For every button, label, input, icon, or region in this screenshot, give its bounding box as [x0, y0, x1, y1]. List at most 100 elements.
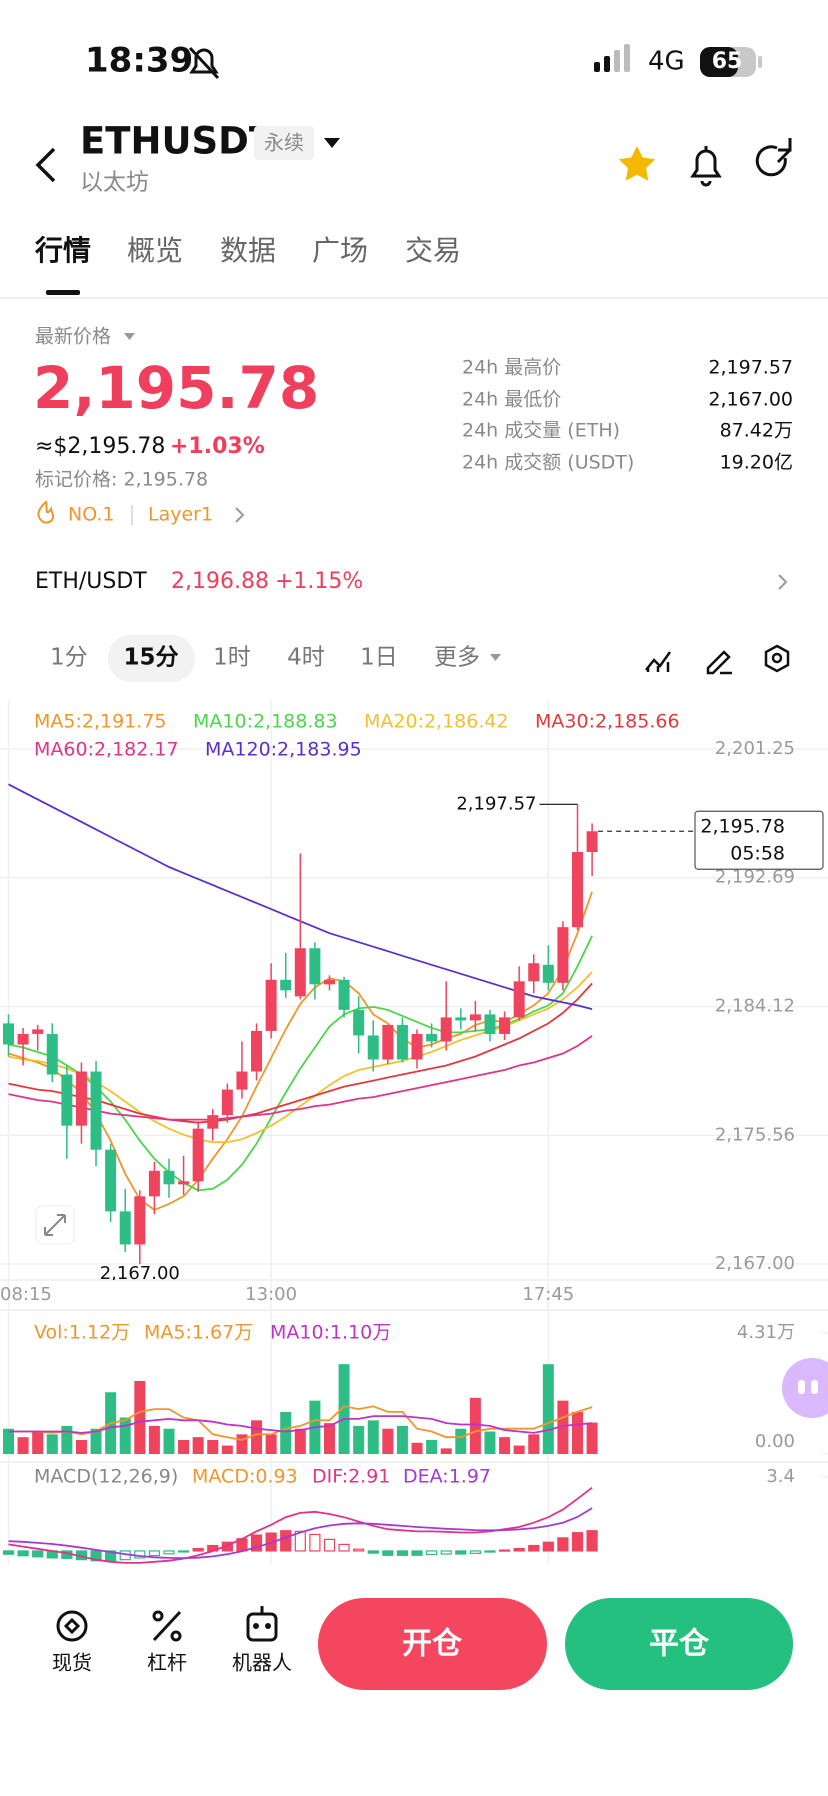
interval[interactable]: 1时: [213, 645, 251, 671]
macd-bar: [571, 1532, 584, 1552]
tab[interactable]: 交易: [405, 234, 461, 267]
draw-icon[interactable]: [706, 650, 732, 675]
macd-bar: [586, 1530, 598, 1552]
rank-icon: [37, 500, 55, 524]
tag-bg: [254, 126, 314, 160]
last-price-label: 2,195.78: [700, 816, 785, 838]
alert-bell[interactable]: [690, 146, 722, 187]
spot-icon[interactable]: [56, 1610, 88, 1642]
macd-bar: [513, 1547, 525, 1552]
macd-bar: [469, 1550, 481, 1554]
volume-bar: [338, 1364, 350, 1454]
volume-bar: [280, 1411, 292, 1454]
macd-bar: [528, 1544, 540, 1552]
macd-bar: [250, 1534, 263, 1552]
candle-body: [192, 1128, 204, 1182]
open-button[interactable]: [318, 1598, 547, 1690]
candle-body: [309, 948, 321, 985]
bot-icon[interactable]: [246, 1606, 278, 1642]
y-tick-label: 2,192.69: [715, 867, 795, 888]
close-button[interactable]: [565, 1598, 793, 1690]
interval[interactable]: 1分: [50, 645, 88, 671]
expand-icon[interactable]: [35, 1205, 75, 1245]
open-label[interactable]: 开仓: [402, 1627, 463, 1662]
price-grid: [0, 700, 828, 1564]
macd-bar: [2, 1550, 15, 1555]
contract-tag: 永续: [264, 131, 304, 155]
indicator-icon[interactable]: [645, 651, 672, 672]
y-tick-label: 3.4: [766, 1466, 795, 1487]
candle-body: [411, 1033, 423, 1060]
candle-body: [61, 1074, 73, 1126]
candle-body: [396, 1024, 408, 1060]
spot-pair[interactable]: ETH/USDT: [35, 569, 147, 594]
tool-label[interactable]: 杠杆: [147, 1651, 187, 1675]
macd-title: MACD(12,26,9): [34, 1466, 178, 1488]
legend-entry: MA30:2,185.66: [535, 711, 680, 733]
candle-body: [440, 1017, 452, 1042]
volume-bar: [499, 1437, 511, 1454]
tool-label[interactable]: 机器人: [232, 1651, 292, 1675]
tool-label[interactable]: 现货: [52, 1651, 92, 1675]
favorite-star[interactable]: [618, 146, 656, 181]
assistant-bubble[interactable]: [782, 1358, 828, 1418]
symbol-dropdown[interactable]: [324, 138, 340, 148]
volume-bar: [251, 1420, 263, 1454]
leverage-icon[interactable]: [152, 1610, 182, 1642]
legend-entry: DEA:1.97: [403, 1466, 491, 1488]
macd-bar: [455, 1550, 467, 1555]
tab[interactable]: 数据: [220, 234, 276, 267]
candle-body: [105, 1149, 117, 1212]
macd-bar: [367, 1550, 379, 1554]
volume-bar: [192, 1437, 204, 1454]
volume-bar: [484, 1431, 496, 1454]
macd-bar: [396, 1550, 409, 1556]
volume-bar: [572, 1411, 584, 1454]
interval-more[interactable]: 更多: [434, 645, 480, 671]
volume-bar: [353, 1425, 365, 1454]
macd-bar: [105, 1550, 117, 1562]
tab[interactable]: 概览: [127, 234, 183, 267]
volume-bar: [61, 1425, 73, 1454]
close-label[interactable]: 平仓: [649, 1627, 710, 1662]
countdown: 05:58: [730, 843, 785, 865]
y-tick-label: 2,167.00: [715, 1253, 795, 1274]
price-dropdown[interactable]: [124, 333, 135, 340]
interval-active[interactable]: 15分: [123, 645, 178, 671]
legend-entry: MA60:2,182.17: [34, 739, 179, 761]
macd-bar: [353, 1548, 365, 1552]
candle-body: [148, 1170, 160, 1197]
volume-bar: [294, 1428, 306, 1454]
volume-bar: [469, 1397, 481, 1454]
back-button[interactable]: [35, 147, 56, 183]
volume-bar: [148, 1425, 160, 1454]
settings-icon[interactable]: [764, 644, 790, 673]
network: 4G: [648, 47, 685, 77]
rank[interactable]: NO.1: [68, 504, 115, 526]
interval-highlight: [108, 635, 195, 682]
candle-body: [46, 1033, 58, 1075]
share-icon[interactable]: [755, 138, 792, 177]
volume-bar: [426, 1439, 438, 1454]
macd-bar: [440, 1550, 452, 1555]
candle-body: [265, 979, 277, 1031]
tab[interactable]: 广场: [312, 234, 368, 267]
interval[interactable]: 1日: [360, 645, 398, 671]
chevron: [235, 507, 245, 523]
candle-body: [367, 1035, 379, 1060]
volume-bar: [17, 1437, 29, 1454]
legend-entry: MA10:2,188.83: [193, 711, 338, 733]
macd-bar: [294, 1530, 306, 1552]
candle-body: [353, 1009, 365, 1036]
candle-body: [499, 1017, 511, 1034]
stat-value: 87.42万: [720, 420, 793, 442]
macd-bar: [17, 1550, 29, 1557]
macd-bar: [323, 1538, 336, 1552]
macd-bar: [557, 1537, 569, 1552]
tab-active[interactable]: 行情: [34, 234, 91, 267]
candle-body: [17, 1033, 29, 1045]
sector[interactable]: Layer1: [148, 504, 213, 526]
tab-underline: [46, 290, 80, 295]
price-label: 最新价格: [35, 326, 111, 348]
interval[interactable]: 4时: [287, 645, 325, 671]
